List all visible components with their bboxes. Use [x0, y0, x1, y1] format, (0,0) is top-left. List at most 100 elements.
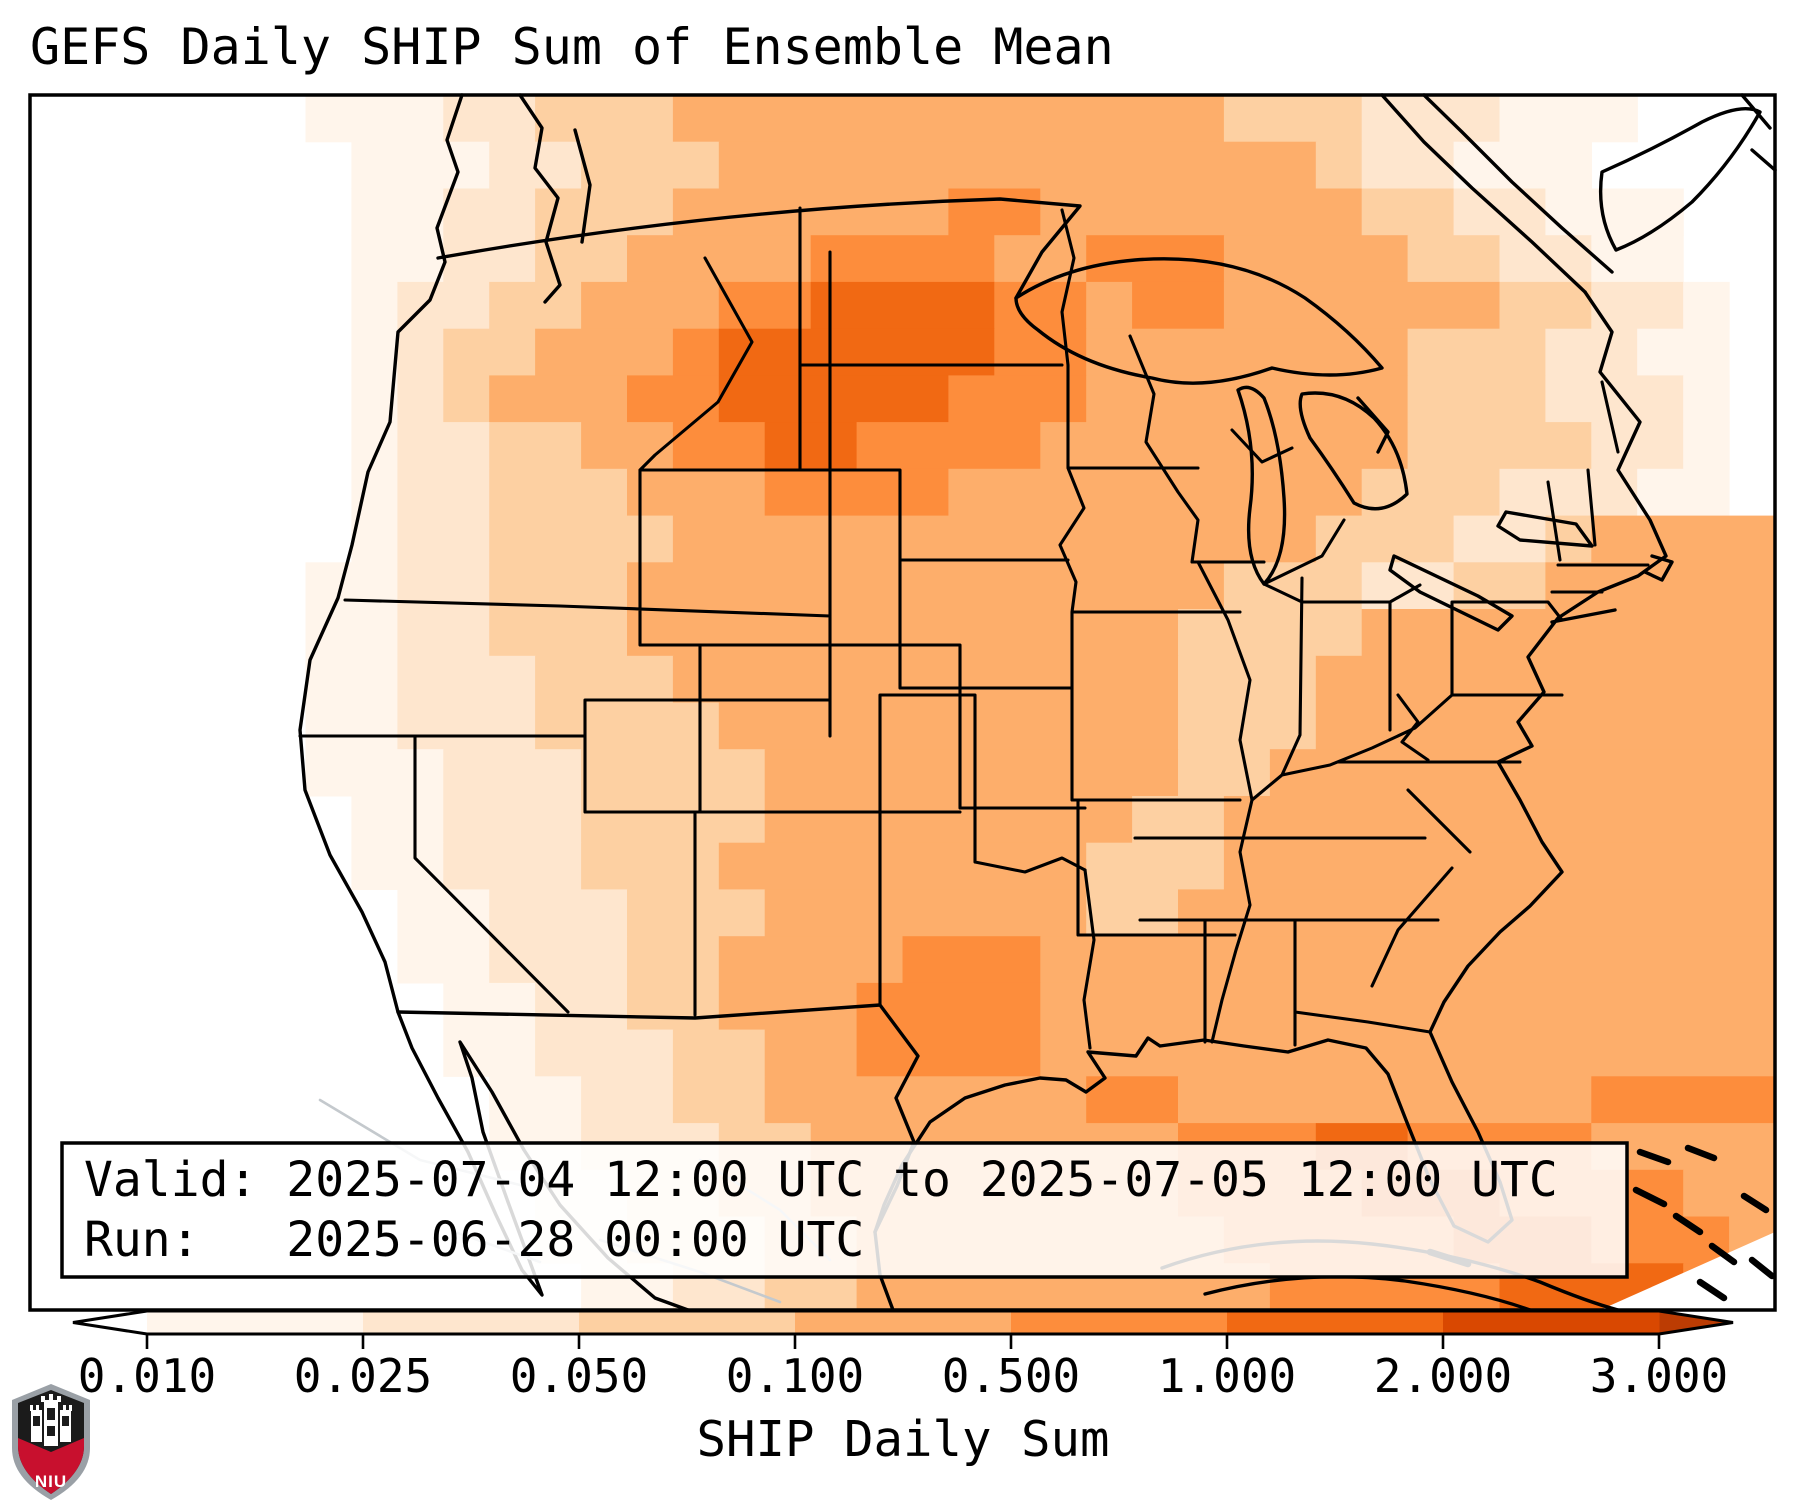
heatmap-cell [1223, 95, 1363, 143]
colorbar-segment [1011, 1311, 1228, 1334]
heatmap-cell [810, 281, 995, 330]
heatmap-cell [672, 1076, 766, 1124]
heatmap-cell [1545, 375, 1684, 423]
heatmap-cell [1637, 328, 1730, 376]
heatmap-cell [948, 375, 1087, 423]
heatmap-cell [581, 796, 766, 844]
heatmap-cell [764, 796, 1133, 844]
heatmap-cell [489, 889, 628, 937]
heatmap-cell [1040, 188, 1363, 236]
state-borders-midwest [1058, 208, 1440, 1050]
heatmap-cell [443, 796, 582, 844]
heatmap-cell [718, 141, 1317, 189]
heatmap-cell [305, 95, 444, 143]
heatmap-cell [397, 702, 536, 750]
heatmap-cell [948, 188, 1041, 236]
heatmap-cell [627, 468, 766, 517]
colorbar-tick-label: 3.000 [1590, 1349, 1728, 1403]
heatmap-cell [443, 1029, 536, 1077]
heatmap-cell [397, 936, 490, 984]
heatmap-cell [810, 235, 995, 283]
heatmap-cell [397, 515, 490, 563]
heatmap-cell [764, 1076, 1087, 1124]
niu-castle-icon [30, 1394, 72, 1446]
heatmap-cell [948, 468, 1363, 517]
heatmap-cell [535, 982, 628, 1031]
colorbar: 0.010 0.025 0.050 0.100 0.500 1.000 2.00… [72, 1309, 1734, 1468]
heatmap-cell [672, 95, 1225, 143]
heatmap-cell [627, 235, 812, 283]
heatmap-cell [1499, 235, 1592, 283]
heatmap-cell [489, 515, 674, 563]
colorbar-segment [1443, 1311, 1660, 1334]
heatmap-cell [672, 515, 1317, 563]
niu-logo: NIU [12, 1384, 90, 1500]
heatmap-cell [1178, 702, 1317, 750]
heatmap-cell [1361, 188, 1455, 236]
heatmap-cell [1040, 422, 1409, 470]
heatmap-cell [718, 281, 812, 330]
heatmap-cell [1223, 842, 1776, 890]
heatmap-cell [1269, 749, 1776, 797]
heatmap-cell [305, 655, 398, 704]
heatmap-cell [443, 235, 536, 283]
colorbar-tick-label: 0.010 [78, 1349, 216, 1403]
heatmap-cell [1178, 889, 1776, 937]
heatmap-cell [489, 562, 628, 610]
heatmap-cell [1315, 515, 1455, 563]
heatmap-cell [1683, 422, 1730, 470]
colorbar-segment [1227, 1311, 1444, 1334]
great-lakes-outline [1014, 257, 1594, 632]
heatmap-cell [764, 422, 858, 470]
heatmap-cell [1040, 936, 1776, 984]
niu-shield-red-band [18, 1438, 84, 1494]
heatmap-cell [581, 281, 720, 330]
info-box [60, 1141, 1629, 1279]
heatmap-cell [305, 609, 398, 657]
colorbar-over-arrow [1659, 1311, 1733, 1334]
heatmap-cell [1223, 281, 1500, 330]
heatmap-cell [856, 982, 1041, 1031]
colorbar-tick-label: 2.000 [1374, 1349, 1512, 1403]
heatmap-cell [351, 842, 444, 890]
colorbar-tick-label: 0.050 [510, 1349, 648, 1403]
heatmap-cell [397, 328, 444, 376]
colorbar-tick-label: 0.025 [294, 1349, 432, 1403]
heatmap-cell [1315, 702, 1776, 750]
heatmap-layer [305, 95, 1776, 1311]
heatmap-cell [351, 188, 444, 236]
heatmap-cell [718, 702, 1179, 750]
heatmap-cell [1086, 889, 1179, 937]
heatmap-cell [1178, 1076, 1592, 1124]
heatmap-cell [1361, 609, 1776, 657]
heatmap-cell [443, 375, 490, 423]
heatmap-cell [1407, 375, 1546, 423]
heatmap-cell [1499, 95, 1638, 143]
heatmap-cell [627, 375, 720, 423]
heatmap-cell [1637, 468, 1730, 517]
heatmap-cell [489, 281, 582, 330]
colorbar-under-arrow [73, 1311, 147, 1334]
heatmap-cell [305, 749, 444, 797]
colorbar-segment [147, 1311, 364, 1334]
heatmap-cell [351, 796, 444, 844]
heatmap-cell [1361, 141, 1455, 189]
heatmap-cell [1040, 982, 1776, 1031]
heatmap-cell [535, 328, 674, 376]
heatmap-cell [672, 328, 720, 376]
heatmap-cell [397, 281, 490, 330]
heatmap-cell [1223, 235, 1409, 283]
heatmap-cell [1545, 328, 1638, 376]
heatmap-cell [443, 188, 536, 236]
heatmap-cell [351, 235, 444, 283]
heatmap-cell [351, 141, 490, 189]
heatmap-cell [397, 468, 490, 517]
heatmap-cell [1086, 842, 1225, 890]
state-borders-east [1250, 380, 1650, 988]
heatmap-cell [856, 1029, 1041, 1077]
heatmap-cell [672, 188, 949, 236]
colorbar-tick-label: 0.500 [942, 1349, 1080, 1403]
colorbar-segments [73, 1311, 1733, 1334]
heatmap-cell [1178, 749, 1271, 797]
